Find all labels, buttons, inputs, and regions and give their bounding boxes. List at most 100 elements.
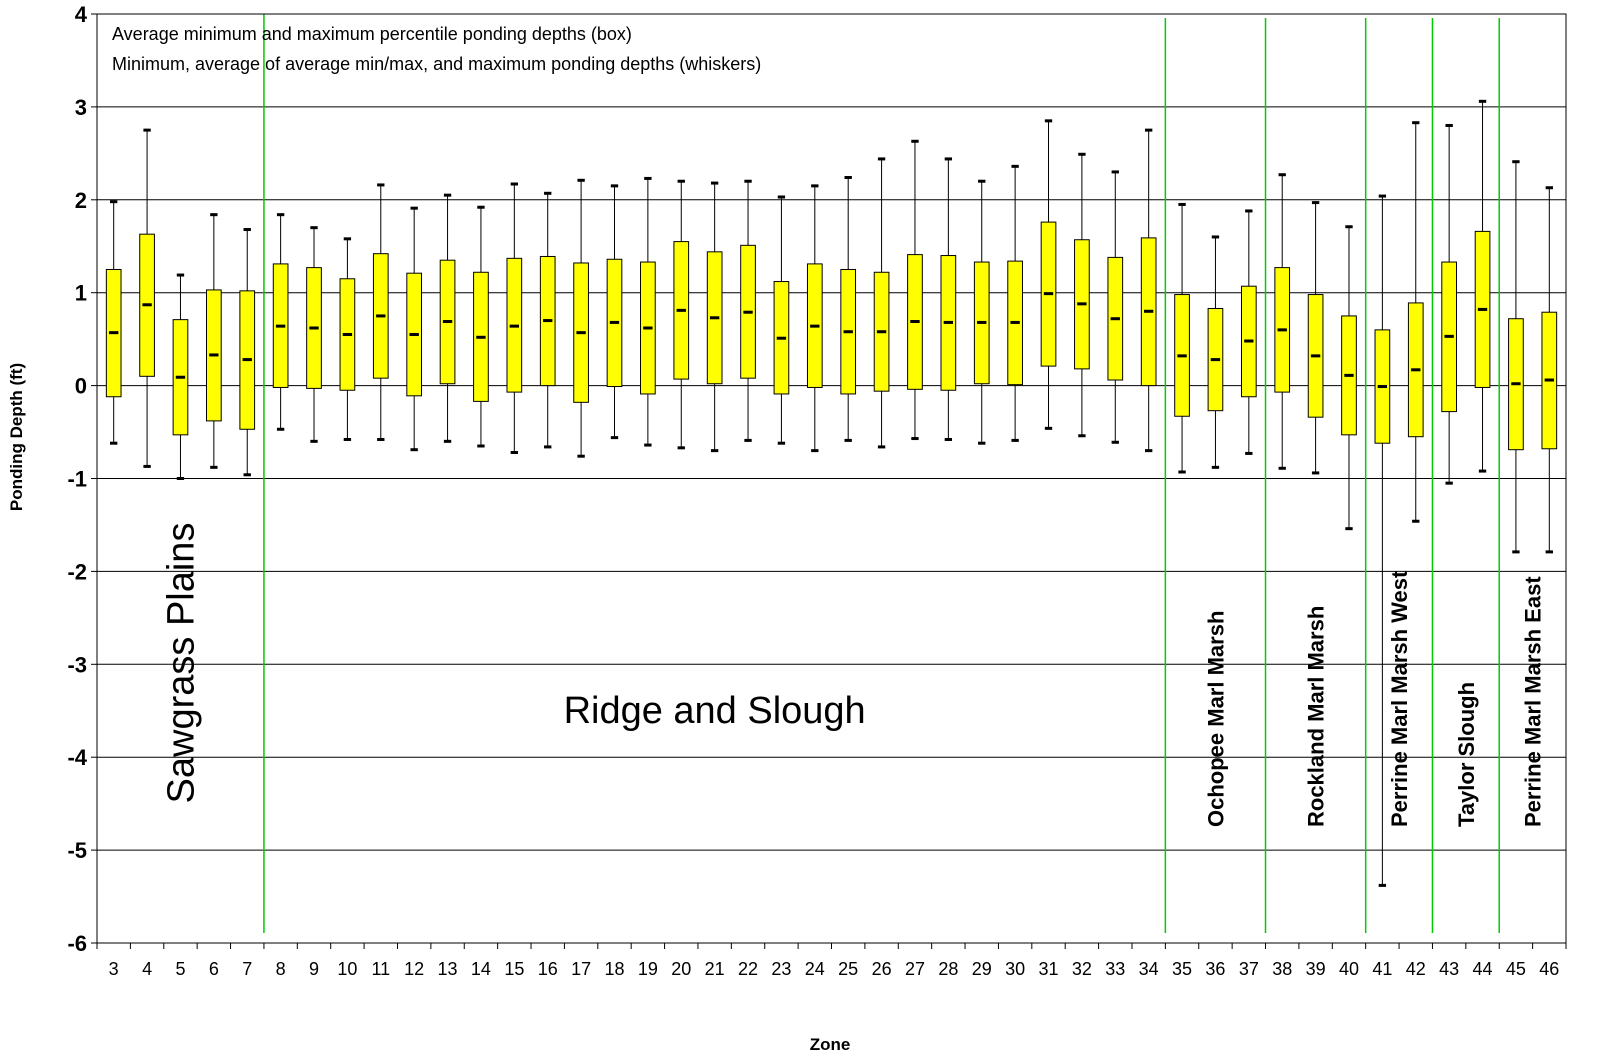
box-zone-36 bbox=[1208, 237, 1223, 467]
x-tick-label: 11 bbox=[371, 959, 390, 979]
box-zone-40 bbox=[1342, 227, 1357, 529]
x-tick-label: 9 bbox=[309, 959, 319, 979]
box-zone-37 bbox=[1241, 211, 1256, 453]
x-tick-label: 26 bbox=[872, 959, 892, 979]
x-tick-label: 23 bbox=[771, 959, 791, 979]
x-tick-label: 20 bbox=[671, 959, 691, 979]
y-axis-title: Ponding Depth (ft) bbox=[7, 363, 26, 511]
x-tick-label: 42 bbox=[1406, 959, 1426, 979]
x-tick-label: 4 bbox=[142, 959, 152, 979]
box-zone-25 bbox=[841, 178, 856, 441]
box-zone-15 bbox=[507, 184, 522, 452]
x-tick-label: 24 bbox=[805, 959, 825, 979]
x-tick-label: 15 bbox=[504, 959, 524, 979]
y-tick-label: -3 bbox=[67, 652, 87, 677]
box-zone-17 bbox=[574, 180, 589, 456]
x-tick-label: 29 bbox=[972, 959, 992, 979]
box-zone-7 bbox=[240, 230, 255, 475]
box-zone-8 bbox=[273, 215, 288, 430]
y-tick-label: 2 bbox=[75, 188, 87, 213]
region-label: Perrine Marl Marsh West bbox=[1387, 570, 1412, 827]
box-zone-5 bbox=[173, 275, 188, 478]
x-tick-label: 41 bbox=[1372, 959, 1392, 979]
x-tick-label: 36 bbox=[1205, 959, 1225, 979]
x-tick-label: 30 bbox=[1005, 959, 1025, 979]
x-tick-label: 17 bbox=[571, 959, 591, 979]
region-label: Sawgrass Plains bbox=[160, 523, 202, 804]
y-tick-label: 1 bbox=[75, 281, 87, 306]
box-zone-24 bbox=[807, 186, 822, 451]
box-zone-27 bbox=[908, 141, 923, 438]
box-zone-11 bbox=[373, 185, 388, 440]
box-zone-23 bbox=[774, 197, 789, 443]
region-labels: Sawgrass Plains Ridge and Slough Ochopee M… bbox=[160, 523, 1545, 827]
annotation-whisker-note: Minimum, average of average min/max, and… bbox=[112, 54, 761, 74]
y-tick-label: -6 bbox=[67, 931, 87, 956]
box-zone-29 bbox=[974, 181, 989, 443]
y-tick-label: -2 bbox=[67, 559, 87, 584]
x-tick-label: 22 bbox=[738, 959, 758, 979]
x-tick-label: 44 bbox=[1473, 959, 1493, 979]
x-tick-label: 7 bbox=[242, 959, 252, 979]
box-zone-44 bbox=[1475, 101, 1490, 471]
x-tick-label: 43 bbox=[1439, 959, 1459, 979]
box-zone-20 bbox=[674, 181, 689, 448]
box-zone-28 bbox=[941, 159, 956, 440]
box-zone-13 bbox=[440, 195, 455, 441]
x-tick-label: 40 bbox=[1339, 959, 1359, 979]
gridlines bbox=[97, 107, 1566, 850]
box-zone-34 bbox=[1141, 130, 1156, 451]
x-tick-label: 8 bbox=[276, 959, 286, 979]
x-tick-label: 16 bbox=[538, 959, 558, 979]
box-zone-33 bbox=[1108, 172, 1123, 442]
box-zone-26 bbox=[874, 159, 889, 447]
box-zone-22 bbox=[741, 181, 756, 440]
x-tick-label: 10 bbox=[337, 959, 357, 979]
region-label: Rockland Marl Marsh bbox=[1304, 606, 1329, 827]
x-tick-label: 35 bbox=[1172, 959, 1192, 979]
box-zone-9 bbox=[307, 228, 322, 442]
box-zone-4 bbox=[140, 130, 155, 466]
x-tick-label: 3 bbox=[109, 959, 119, 979]
x-tick-label: 28 bbox=[938, 959, 958, 979]
box-series bbox=[106, 101, 1556, 885]
y-tick-label: -5 bbox=[67, 838, 87, 863]
y-tick-label: -1 bbox=[67, 467, 87, 492]
box-zone-18 bbox=[607, 186, 622, 438]
x-tick-label: 21 bbox=[705, 959, 725, 979]
x-tick-label: 38 bbox=[1272, 959, 1292, 979]
box-zone-16 bbox=[540, 193, 555, 447]
y-tick-label: 0 bbox=[75, 374, 87, 399]
x-tick-label: 46 bbox=[1539, 959, 1559, 979]
x-tick-label: 31 bbox=[1038, 959, 1058, 979]
x-tick-label: 33 bbox=[1105, 959, 1125, 979]
box-zone-14 bbox=[474, 207, 489, 446]
y-tick-label: 4 bbox=[75, 2, 88, 27]
region-label: Perrine Marl Marsh East bbox=[1521, 576, 1546, 827]
y-tick-label: 3 bbox=[75, 95, 87, 120]
box-zone-3 bbox=[106, 202, 121, 444]
x-tick-label: 37 bbox=[1239, 959, 1259, 979]
box-zone-12 bbox=[407, 208, 422, 450]
x-tick-label: 5 bbox=[175, 959, 185, 979]
region-label: Ochopee Marl Marsh bbox=[1203, 611, 1228, 827]
box-zone-46 bbox=[1542, 188, 1557, 552]
box-zone-6 bbox=[207, 215, 222, 468]
box-zone-19 bbox=[641, 178, 656, 445]
y-tick-labels: 4 3 2 1 0 -1 -2 -3 -4 -5 -6 bbox=[67, 2, 97, 956]
x-axis-title: Zone bbox=[810, 1035, 851, 1054]
box-zone-30 bbox=[1008, 166, 1023, 440]
box-zone-10 bbox=[340, 239, 355, 440]
box-zone-42 bbox=[1408, 123, 1423, 522]
box-zone-38 bbox=[1275, 175, 1290, 469]
x-tick-label: 39 bbox=[1306, 959, 1326, 979]
box-zone-31 bbox=[1041, 121, 1056, 428]
x-tick-label: 13 bbox=[438, 959, 458, 979]
region-label: Ridge and Slough bbox=[564, 690, 866, 732]
x-tick-label: 25 bbox=[838, 959, 858, 979]
region-label: Taylor Slough bbox=[1454, 682, 1479, 827]
x-tick-label: 6 bbox=[209, 959, 219, 979]
box-zone-39 bbox=[1308, 203, 1323, 473]
box-zone-32 bbox=[1075, 154, 1090, 435]
y-tick-label: -4 bbox=[67, 745, 87, 770]
